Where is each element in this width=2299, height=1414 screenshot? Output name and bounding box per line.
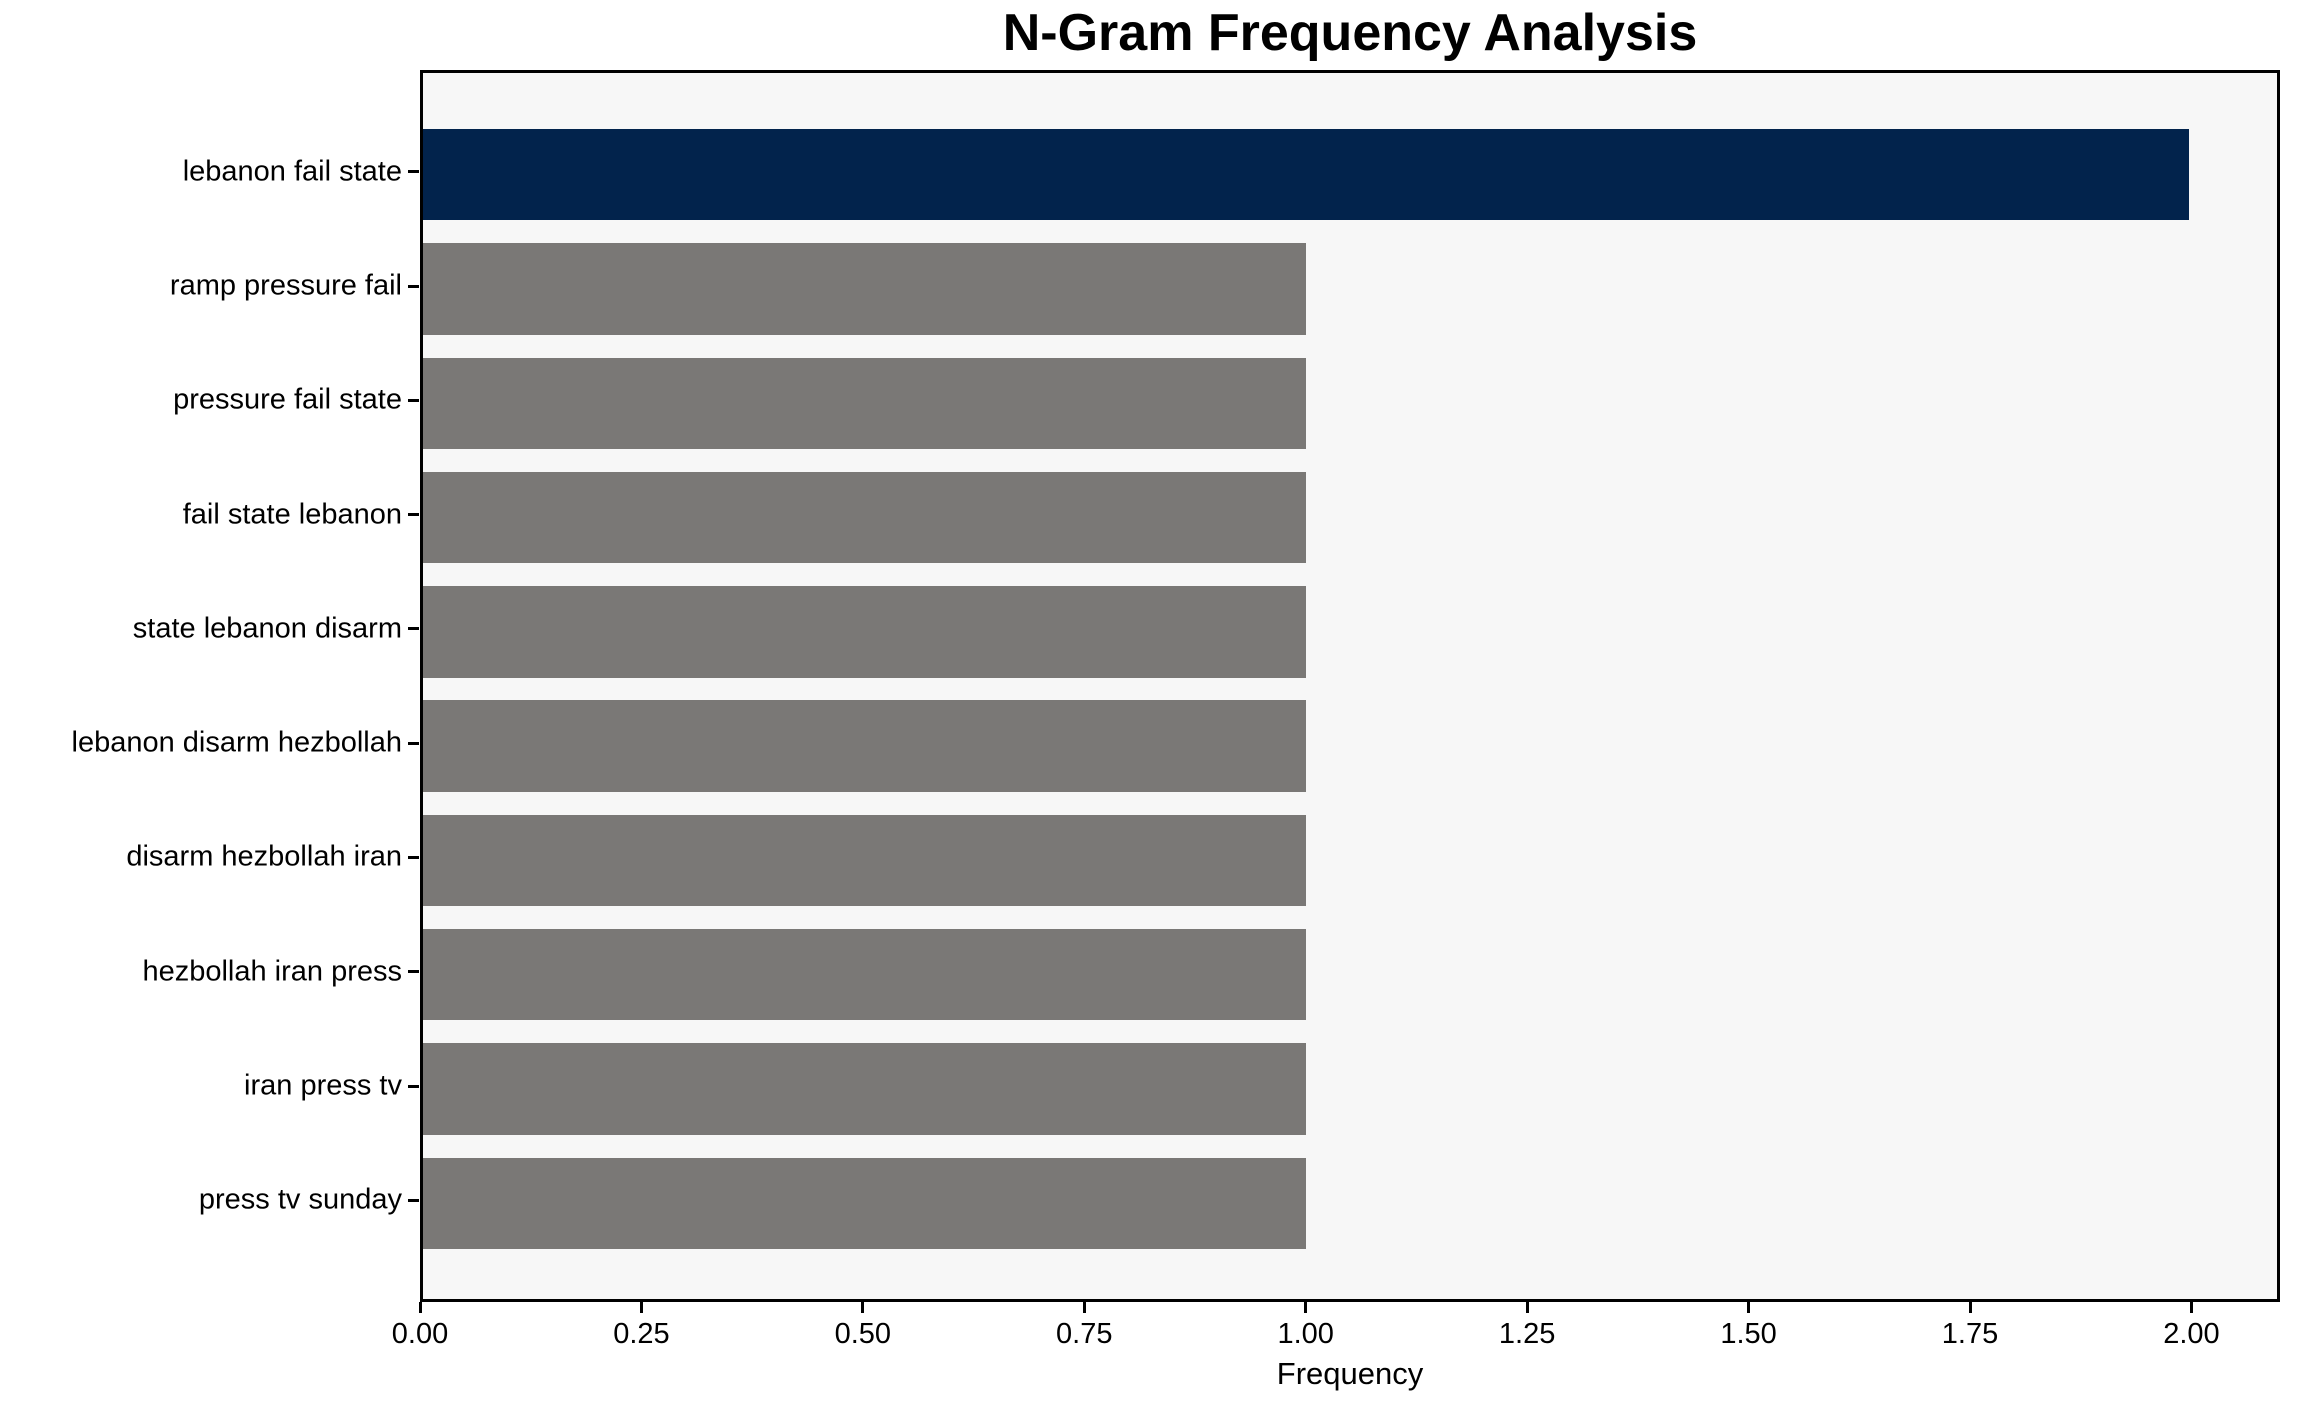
- x-tick-label: 0.25: [613, 1318, 670, 1350]
- bar: [423, 586, 1306, 678]
- bar: [423, 700, 1306, 792]
- x-tick-label: 0.50: [834, 1318, 892, 1350]
- bar: [423, 471, 1306, 564]
- bar: [423, 814, 1306, 907]
- y-tick-mark: [408, 741, 419, 745]
- y-tick-label: disarm hezbollah iran: [126, 840, 402, 873]
- x-tick-mark: [2189, 1302, 2193, 1313]
- x-tick-mark: [1968, 1302, 1972, 1313]
- x-tick-mark: [418, 1302, 422, 1313]
- y-tick-label: ramp pressure fail: [169, 269, 402, 302]
- y-tick-label: state lebanon disarm: [132, 612, 402, 645]
- y-tick-mark: [408, 398, 419, 402]
- y-tick-label: iran press tv: [244, 1069, 402, 1102]
- plot-area: [420, 70, 2280, 1302]
- x-axis-title: Frequency: [1276, 1356, 1424, 1391]
- y-tick-label: lebanon fail state: [182, 155, 402, 188]
- bar: [423, 929, 1306, 1021]
- y-tick-mark: [408, 170, 419, 174]
- x-tick-mark: [1525, 1302, 1529, 1313]
- x-tick-label: 0.00: [391, 1318, 449, 1350]
- y-tick-mark: [408, 970, 419, 974]
- y-tick-mark: [408, 1084, 419, 1088]
- x-tick-mark: [639, 1302, 643, 1313]
- bar: [423, 1043, 1306, 1135]
- x-tick-mark: [861, 1302, 865, 1313]
- bar: [423, 357, 1306, 449]
- x-tick-label: 1.75: [1941, 1318, 1999, 1350]
- x-tick-label: 0.75: [1056, 1318, 1113, 1350]
- x-tick-mark: [1082, 1302, 1086, 1313]
- y-tick-label: lebanon disarm hezbollah: [71, 726, 403, 759]
- bar: [423, 129, 2189, 221]
- x-tick-label: 2.00: [2163, 1318, 2220, 1350]
- y-tick-mark: [408, 855, 419, 859]
- x-tick-label: 1.50: [1720, 1318, 1777, 1350]
- y-tick-label: fail state lebanon: [182, 498, 402, 531]
- x-tick-label: 1.25: [1498, 1318, 1556, 1350]
- y-tick-mark: [408, 284, 419, 288]
- y-tick-label: press tv sunday: [198, 1183, 402, 1216]
- y-tick-label: hezbollah iran press: [142, 955, 402, 988]
- x-tick-mark: [1304, 1302, 1308, 1313]
- x-tick-mark: [1747, 1302, 1751, 1313]
- y-tick-mark: [408, 513, 419, 517]
- y-tick-label: pressure fail state: [173, 383, 402, 416]
- x-tick-label: 1.00: [1277, 1318, 1334, 1350]
- bar: [423, 243, 1306, 335]
- bar: [423, 1157, 1306, 1249]
- y-tick-mark: [408, 627, 419, 631]
- chart-title: N-Gram Frequency Analysis: [1002, 4, 1698, 62]
- y-tick-mark: [408, 1198, 419, 1202]
